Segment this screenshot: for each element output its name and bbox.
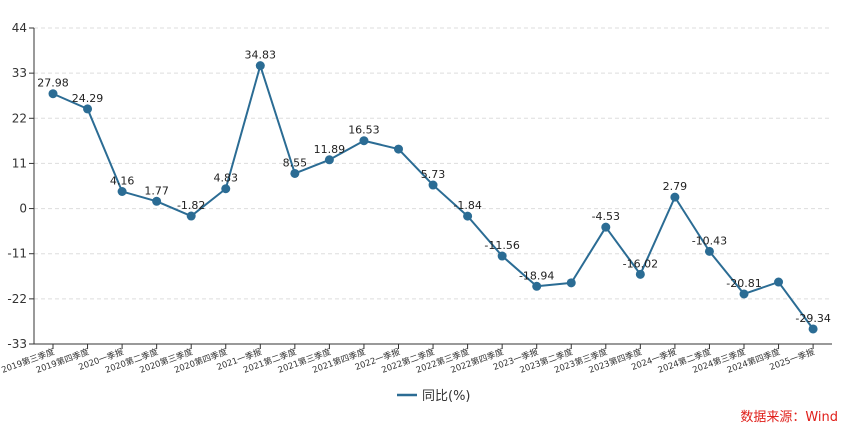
data-label: 27.98 bbox=[37, 77, 69, 90]
data-point[interactable] bbox=[221, 184, 231, 194]
data-point[interactable] bbox=[635, 269, 645, 279]
x-tick-labels: 2019第三季度2019第四季度2020一季报2020第二季度2020第三季度2… bbox=[0, 346, 817, 376]
data-point[interactable] bbox=[670, 192, 680, 202]
axes bbox=[29, 27, 832, 349]
grid-lines bbox=[34, 27, 832, 300]
data-points bbox=[48, 61, 818, 334]
data-label: 34.83 bbox=[245, 49, 277, 62]
y-tick-label: 0 bbox=[19, 202, 27, 216]
y-tick-label: 11 bbox=[12, 156, 27, 170]
data-label: -20.81 bbox=[726, 277, 761, 290]
data-label: -1.84 bbox=[453, 199, 481, 212]
data-label: -10.43 bbox=[692, 234, 727, 247]
data-point[interactable] bbox=[428, 180, 438, 190]
data-point[interactable] bbox=[359, 136, 369, 146]
data-label: 4.83 bbox=[214, 172, 239, 185]
y-tick-label: -22 bbox=[7, 292, 27, 306]
y-tick-label: -33 bbox=[7, 337, 27, 351]
data-point[interactable] bbox=[463, 211, 473, 221]
data-point[interactable] bbox=[324, 155, 334, 165]
data-label: 11.89 bbox=[314, 143, 346, 156]
data-point[interactable] bbox=[532, 281, 542, 291]
data-point[interactable] bbox=[601, 222, 611, 232]
data-point[interactable] bbox=[290, 168, 300, 178]
data-point[interactable] bbox=[497, 251, 507, 261]
data-point[interactable] bbox=[186, 211, 196, 221]
data-label: 5.73 bbox=[421, 168, 446, 181]
data-point[interactable] bbox=[48, 89, 58, 99]
data-point[interactable] bbox=[704, 246, 714, 256]
data-point[interactable] bbox=[83, 104, 93, 114]
data-label: -18.94 bbox=[519, 269, 554, 282]
data-source-note: 数据来源：Wind bbox=[740, 410, 838, 425]
data-label: -4.53 bbox=[592, 210, 620, 223]
y-tick-label: 33 bbox=[12, 66, 27, 80]
data-label: 24.29 bbox=[72, 92, 104, 105]
data-point[interactable] bbox=[152, 196, 162, 206]
data-point[interactable] bbox=[808, 324, 818, 334]
y-tick-labels: 44 33 22 11 0 -11 -22 -33 bbox=[7, 21, 27, 351]
data-point[interactable] bbox=[739, 289, 749, 299]
y-tick-label: 22 bbox=[12, 111, 27, 125]
data-label: 2.79 bbox=[663, 180, 688, 193]
data-label: 4.16 bbox=[110, 174, 135, 187]
data-label: -29.34 bbox=[795, 312, 830, 325]
data-label: -11.56 bbox=[484, 239, 519, 252]
data-point[interactable] bbox=[394, 144, 403, 154]
data-label: -1.82 bbox=[177, 199, 205, 212]
legend[interactable]: 同比(%) bbox=[397, 389, 471, 404]
data-label: 8.55 bbox=[283, 156, 308, 169]
data-label: 1.77 bbox=[144, 184, 169, 197]
y-tick-label: -11 bbox=[7, 247, 27, 261]
data-point[interactable] bbox=[566, 278, 576, 288]
data-point[interactable] bbox=[774, 277, 784, 287]
data-label: -16.02 bbox=[623, 257, 658, 270]
data-point[interactable] bbox=[117, 186, 127, 196]
legend-label: 同比(%) bbox=[422, 389, 471, 404]
data-label: 16.53 bbox=[348, 124, 380, 137]
data-point[interactable] bbox=[255, 61, 265, 71]
y-tick-label: 44 bbox=[12, 21, 27, 35]
